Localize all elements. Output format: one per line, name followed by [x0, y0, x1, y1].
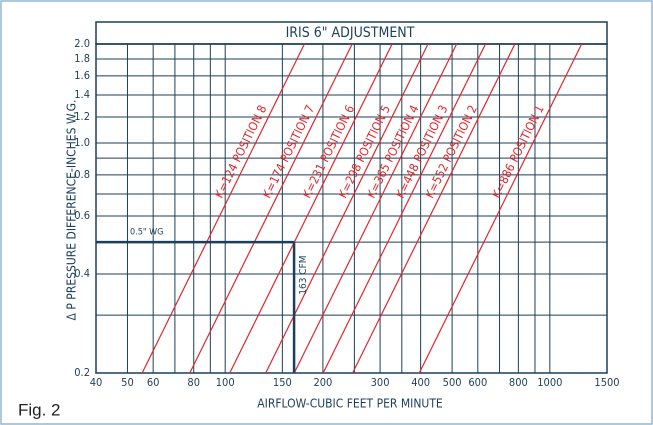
- k-line: [189, 43, 353, 374]
- y-tick-label: 2.0: [74, 37, 90, 50]
- y-tick-label: 0.8: [74, 168, 90, 181]
- marker-y-label: 0.5" WG: [130, 228, 163, 238]
- chart-title: IRIS 6" ADJUSTMENT: [286, 25, 415, 41]
- x-tick-label: 40: [90, 376, 103, 389]
- y-tick-label: 1.2: [74, 110, 90, 123]
- x-tick-label: 80: [187, 376, 200, 389]
- x-axis-label: AIRFLOW-CUBIC FEET PER MINUTE: [257, 397, 443, 411]
- k-line: [229, 43, 393, 374]
- y-tick-label: 1.6: [74, 69, 90, 82]
- y-tick-label: 0.2: [74, 366, 90, 379]
- x-tick-label: 60: [147, 376, 160, 389]
- k-line: [141, 43, 305, 374]
- x-tick-label: 500: [443, 376, 462, 389]
- k-line: [352, 43, 516, 374]
- k-line: [265, 43, 429, 374]
- marker-x-label: 163 CFM: [298, 255, 309, 294]
- x-tick-label: 400: [411, 376, 430, 389]
- plot-border: [95, 43, 608, 374]
- x-tick-label: 100: [216, 376, 235, 389]
- x-tick-label: 50: [121, 376, 134, 389]
- x-tick-label: 600: [468, 376, 487, 389]
- x-tick-label: 800: [509, 376, 528, 389]
- y-tick-label: 1.0: [74, 136, 90, 149]
- y-tick-label: 0.6: [74, 209, 90, 222]
- x-tick-label: 1000: [537, 376, 562, 389]
- x-tick-label: 300: [371, 376, 390, 389]
- k-line: [322, 43, 487, 374]
- y-tick-label: 1.8: [74, 52, 90, 65]
- y-axis-label: Δ P PRESSURE DIFFERENCE-INCHES W.G.: [65, 100, 79, 321]
- caption: Fig. 2: [18, 400, 61, 419]
- x-tick-label: 200: [313, 376, 332, 389]
- y-tick-label: 0.4: [74, 267, 90, 280]
- y-tick-label: 1.4: [74, 88, 90, 101]
- k-line: [418, 43, 583, 374]
- x-tick-label: 150: [273, 376, 292, 389]
- k-line: [293, 43, 458, 374]
- x-tick-label: 1500: [594, 376, 619, 389]
